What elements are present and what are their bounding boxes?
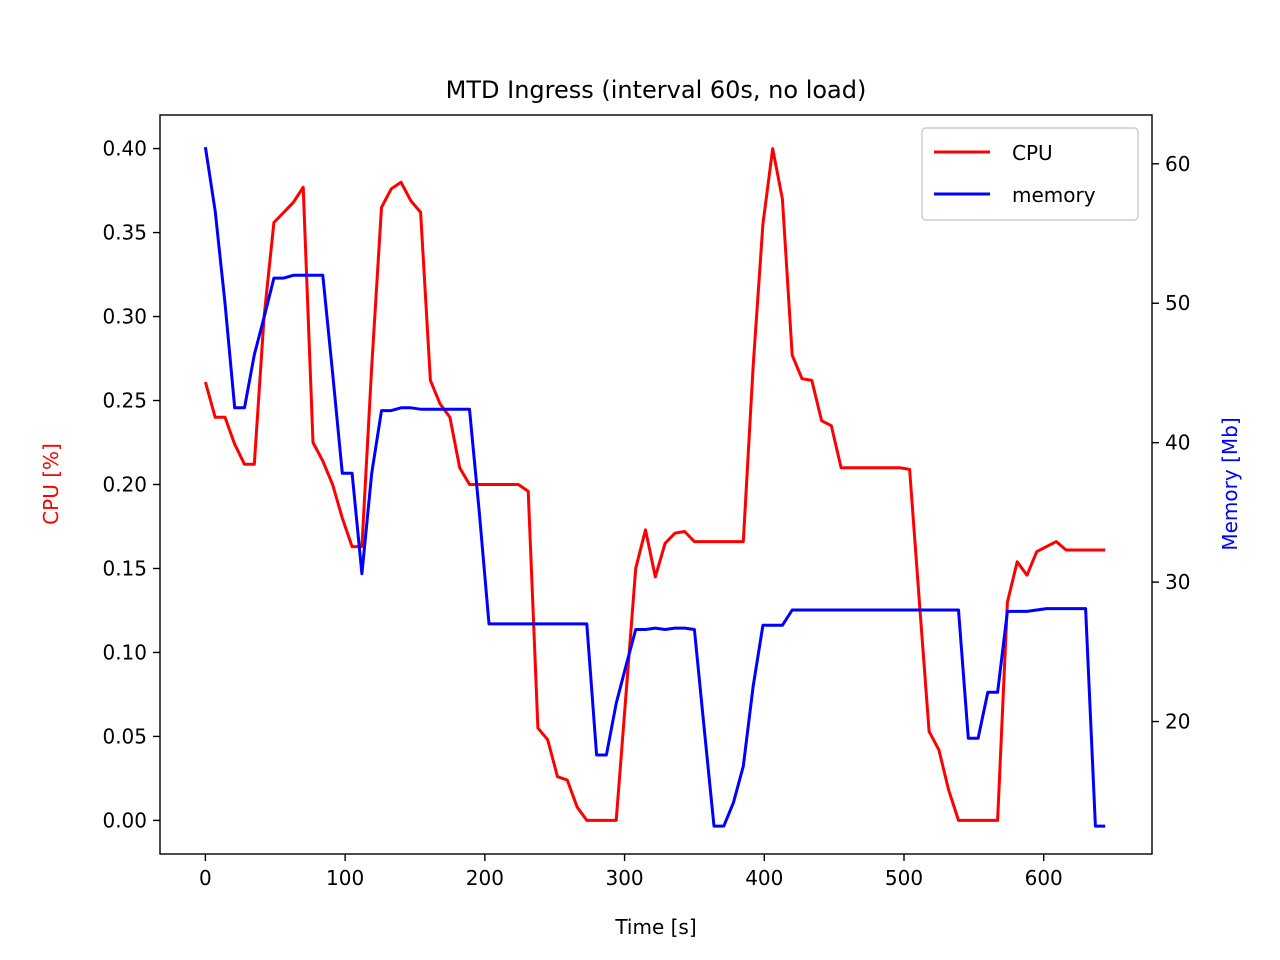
y-axis-left: 0.00 0.05 0.10 0.15 0.20 0.25 0.30 0.35 0.40 [102,137,160,832]
x-tick-label: 0 [199,866,212,890]
y-left-tick-label: 0.20 [102,473,147,497]
y-right-tick-label: 30 [1165,570,1190,594]
y-left-tick-label: 0.35 [102,221,147,245]
y-axis-right: 20 30 40 50 60 [1152,152,1190,734]
legend: CPU memory [921,127,1139,221]
y-left-tick-label: 0.00 [102,808,147,832]
y-right-tick-label: 50 [1165,291,1190,315]
y-left-tick-label: 0.10 [102,640,147,664]
x-tick-label: 600 [1025,866,1063,890]
x-tick-label: 200 [466,866,504,890]
y-left-tick-label: 0.40 [102,137,147,161]
x-tick-label: 500 [885,866,923,890]
y-left-tick-label: 0.30 [102,305,147,329]
chart-title: MTD Ingress (interval 60s, no load) [446,76,867,104]
y-left-tick-label: 0.05 [102,724,147,748]
legend-cpu-label: CPU [1012,141,1053,165]
legend-memory-label: memory [1012,183,1096,207]
y-right-tick-label: 60 [1165,152,1190,176]
series-line-cpu [203,147,1106,822]
y-right-tick-label: 40 [1165,431,1190,455]
plot-lines [203,146,1106,828]
y-right-tick-label: 20 [1165,710,1190,734]
y-axis-left-label: CPU [%] [39,443,63,525]
x-axis: 0 100 200 300 400 500 600 [199,854,1063,890]
y-left-tick-label: 0.25 [102,389,147,413]
y-axis-right-label: Memory [Mb] [1218,417,1242,550]
y-left-tick-label: 0.15 [102,556,147,580]
x-tick-label: 400 [745,866,783,890]
x-tick-label: 100 [326,866,364,890]
x-tick-label: 300 [605,866,643,890]
series-line-memory [203,146,1106,828]
x-axis-label: Time [s] [614,915,696,939]
